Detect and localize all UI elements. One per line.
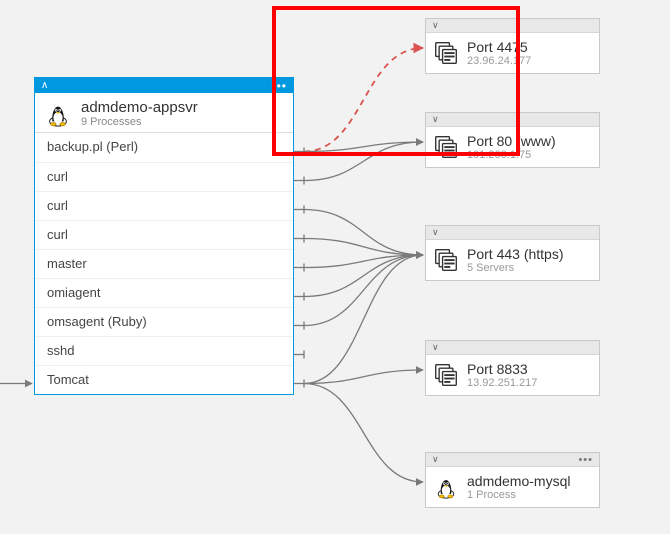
chevron-up-icon: ∧ (41, 81, 48, 91)
dest-node[interactable]: ∨ Port 443 (https) 5 Servers (425, 225, 600, 281)
more-icon[interactable]: ••• (271, 80, 287, 92)
dest-node-header[interactable]: ∨ (426, 226, 599, 240)
dest-node-header[interactable]: ∨ (426, 19, 599, 33)
chevron-down-icon: ∨ (432, 227, 439, 238)
dest-node-title: Port 80 (www) (467, 133, 556, 149)
dest-node-header[interactable]: ∨ ••• (426, 453, 599, 467)
process-item[interactable]: curl (35, 191, 293, 220)
main-node-title: admdemo-appsvr (81, 99, 198, 116)
chevron-down-icon: ∨ (432, 20, 439, 31)
dest-node-subtitle: 23.96.24.177 (467, 55, 531, 67)
dest-node-title: Port 4475 (467, 39, 531, 55)
servers-icon (434, 363, 458, 387)
dest-node-header[interactable]: ∨ (426, 341, 599, 355)
process-item[interactable]: omiagent (35, 278, 293, 307)
dest-node[interactable]: ∨ ••• admdemo-mysql 1 Process (425, 452, 600, 508)
chevron-down-icon: ∨ (432, 114, 439, 125)
linux-icon (434, 475, 458, 499)
dest-node-title: admdemo-mysql (467, 473, 570, 489)
dest-node-body: admdemo-mysql 1 Process (426, 467, 599, 507)
chevron-down-icon: ∨ (432, 454, 439, 465)
dest-node-subtitle: 5 Servers (467, 262, 564, 274)
dest-node-body: Port 443 (https) 5 Servers (426, 240, 599, 280)
process-item[interactable]: omsagent (Ruby) (35, 307, 293, 336)
dest-node-subtitle: 1 Process (467, 489, 570, 501)
chevron-down-icon: ∨ (432, 342, 439, 353)
servers-icon (434, 41, 458, 65)
dest-node-subtitle: 13.92.251.217 (467, 377, 537, 389)
process-item[interactable]: curl (35, 162, 293, 191)
dest-node-body: Port 80 (www) 101.200.1.75 (426, 127, 599, 167)
main-node-header[interactable]: ∧ ••• (35, 78, 293, 93)
servers-icon (434, 135, 458, 159)
more-icon[interactable]: ••• (578, 454, 593, 466)
process-item[interactable]: master (35, 249, 293, 278)
dest-node-body: Port 8833 13.92.251.217 (426, 355, 599, 395)
dest-node-title: Port 8833 (467, 361, 537, 377)
process-list: backup.pl (Perl)curlcurlcurlmasteromiage… (35, 132, 293, 394)
process-item[interactable]: Tomcat (35, 365, 293, 394)
dest-node-body: Port 4475 23.96.24.177 (426, 33, 599, 73)
linux-icon (45, 101, 71, 127)
main-node-subtitle: 9 Processes (81, 116, 198, 128)
process-item[interactable]: sshd (35, 336, 293, 365)
main-server-node[interactable]: ∧ ••• admdemo-appsvr 9 Processes backup.… (34, 77, 294, 395)
dest-node[interactable]: ∨ Port 8833 13.92.251.217 (425, 340, 600, 396)
dest-node-subtitle: 101.200.1.75 (467, 149, 556, 161)
process-item[interactable]: curl (35, 220, 293, 249)
dest-node[interactable]: ∨ Port 4475 23.96.24.177 (425, 18, 600, 74)
servers-icon (434, 248, 458, 272)
dest-node-title: Port 443 (https) (467, 246, 564, 262)
process-item[interactable]: backup.pl (Perl) (35, 133, 293, 162)
dest-node[interactable]: ∨ Port 80 (www) 101.200.1.75 (425, 112, 600, 168)
dest-node-header[interactable]: ∨ (426, 113, 599, 127)
main-node-title-row: admdemo-appsvr 9 Processes (35, 93, 293, 132)
